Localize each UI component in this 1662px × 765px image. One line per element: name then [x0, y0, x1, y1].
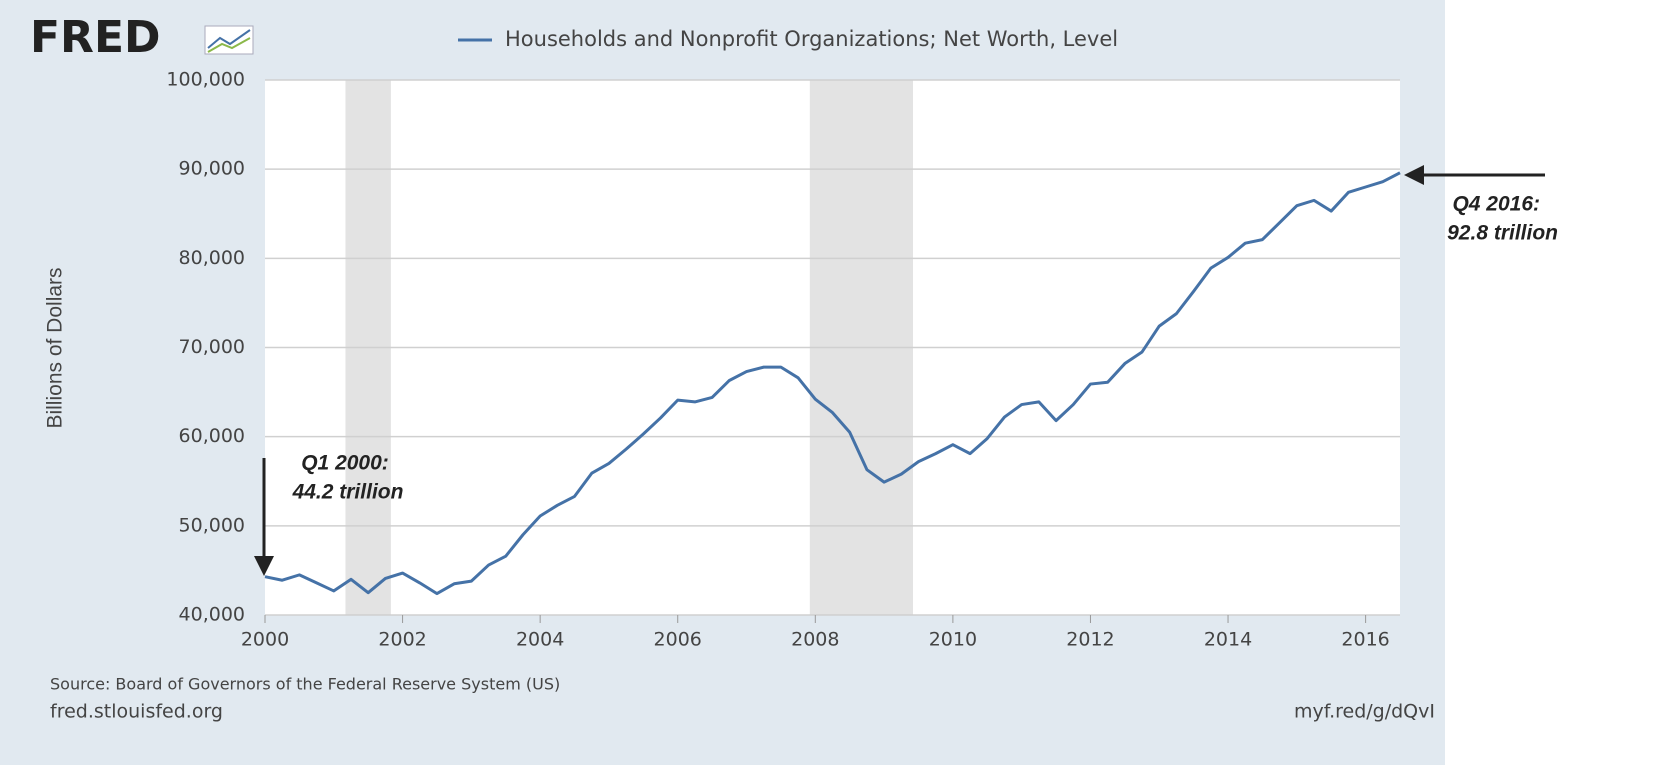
y-tick-label: 100,000	[166, 69, 245, 91]
annotation-text: Q4 2016:	[1452, 193, 1540, 216]
logo: FRED	[30, 12, 161, 63]
arrow-head	[1404, 165, 1424, 185]
x-tick-label: 2016	[1341, 629, 1389, 651]
x-tick-label: 2006	[654, 629, 702, 651]
annotation: Q4 2016: 92.8 trillion	[1404, 165, 1558, 245]
legend-label: Households and Nonprofit Organizations; …	[505, 27, 1118, 51]
y-tick-label: 60,000	[179, 425, 245, 447]
y-tick-label: 40,000	[179, 604, 245, 626]
data-line	[264, 171, 1401, 596]
annotation: Q1 2000: 44.2 trillion	[254, 452, 403, 576]
y-tick-label: 50,000	[179, 514, 245, 536]
plot-layer	[264, 79, 1401, 623]
y-axis-label: Billions of Dollars	[44, 267, 67, 428]
y-tick-label: 80,000	[179, 247, 245, 269]
x-tick-label: 2002	[378, 629, 426, 651]
x-tick-label: 2004	[516, 629, 564, 651]
x-tick-label: 2008	[791, 629, 839, 651]
x-tick-label: 2014	[1204, 629, 1252, 651]
y-tick-label: 70,000	[179, 336, 245, 358]
source: Source: Board of Governors of the Federa…	[50, 675, 560, 694]
arrow-head	[254, 556, 274, 576]
x-tick-label: 2012	[1066, 629, 1114, 651]
x-tick-label: 2010	[929, 629, 977, 651]
annotation-text: 44.2 trillion	[292, 481, 404, 504]
short-url: myf.red/g/dQvI	[1294, 701, 1435, 723]
y-tick-label: 90,000	[179, 158, 245, 180]
annotation-text: Q1 2000:	[301, 452, 389, 475]
logo-icon	[204, 25, 254, 55]
annotation-text: 92.8 trillion	[1447, 222, 1558, 245]
x-tick-label: 2000	[241, 629, 289, 651]
site: fred.stlouisfed.org	[50, 701, 223, 723]
